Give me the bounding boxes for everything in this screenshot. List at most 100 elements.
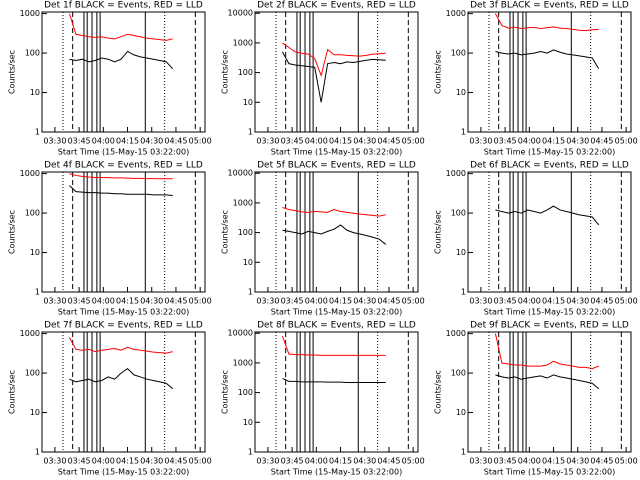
y-tick-label: 1 <box>35 448 40 457</box>
y-tick-label: 100 <box>238 68 253 77</box>
x-tick-label: 05:00 <box>189 457 212 466</box>
y-axis-label: Counts/sec <box>434 210 443 254</box>
panel: Det 2f BLACK = Events, RED = LLD Counts/s… <box>221 1 425 157</box>
panel: Det 5f BLACK = Events, RED = LLD Counts/s… <box>221 161 425 317</box>
x-tick-label: 04:30 <box>566 297 589 306</box>
x-tick-label: 04:00 <box>92 297 115 306</box>
y-tick-label: 10 <box>243 258 253 267</box>
x-tick-label: 04:15 <box>116 137 139 146</box>
y-tick-label: 100 <box>451 49 466 58</box>
x-tick-label: 03:45 <box>281 297 304 306</box>
y-axis-label: Counts/sec <box>221 210 230 254</box>
y-axis-label: Counts/sec <box>434 50 443 94</box>
y-tick-label: 1000 <box>446 9 466 18</box>
x-tick-label: 04:30 <box>566 457 589 466</box>
y-tick-label: 1 <box>35 128 40 137</box>
y-tick-label: 1 <box>248 128 253 137</box>
y-tick-label: 1 <box>461 288 466 297</box>
y-tick-label: 1 <box>461 448 466 457</box>
x-tick-label: 03:45 <box>68 137 91 146</box>
x-axis-label: Start Time (15-May-15 03:22:00) <box>58 468 189 477</box>
y-tick-label: 100 <box>451 209 466 218</box>
x-tick-label: 04:15 <box>542 137 565 146</box>
x-tick-label: 04:00 <box>518 297 541 306</box>
x-tick-label: 05:00 <box>615 457 638 466</box>
panel-title: Det 6f BLACK = Events, RED = LLD <box>470 161 629 171</box>
panel: Det 7f BLACK = Events, RED = LLD Counts/s… <box>8 321 212 477</box>
x-tick-label: 04:15 <box>329 457 352 466</box>
x-tick-label: 03:45 <box>281 457 304 466</box>
x-tick-label: 04:45 <box>377 297 400 306</box>
data-line <box>495 374 600 390</box>
x-tick-label: 03:30 <box>43 137 66 146</box>
x-tick-label: 04:45 <box>590 297 613 306</box>
x-tick-label: 03:30 <box>469 457 492 466</box>
y-tick-label: 1 <box>35 288 40 297</box>
x-tick-label: 04:15 <box>542 297 565 306</box>
x-tick-label: 04:15 <box>116 457 139 466</box>
x-tick-label: 04:30 <box>140 297 163 306</box>
data-line <box>68 13 173 41</box>
plot-frame <box>41 171 206 293</box>
y-tick-label: 1 <box>461 128 466 137</box>
x-tick-label: 03:30 <box>256 297 279 306</box>
y-tick-label: 1000 <box>233 38 253 47</box>
x-tick-label: 03:30 <box>256 137 279 146</box>
y-axis-label: Counts/sec <box>8 370 17 414</box>
x-tick-label: 05:00 <box>402 137 425 146</box>
x-tick-label: 04:15 <box>329 137 352 146</box>
x-tick-label: 04:00 <box>92 137 115 146</box>
y-axis-label: Counts/sec <box>8 210 17 254</box>
panel-title: Det 5f BLACK = Events, RED = LLD <box>257 161 416 171</box>
y-tick-label: 1 <box>248 288 253 297</box>
x-tick-label: 03:30 <box>469 297 492 306</box>
data-line <box>281 335 386 356</box>
x-tick-label: 03:30 <box>256 457 279 466</box>
y-tick-label: 10 <box>30 248 40 257</box>
plot-frame <box>467 11 632 133</box>
y-axis-label: Counts/sec <box>8 50 17 94</box>
plot-frame <box>41 11 206 133</box>
data-line <box>69 173 173 180</box>
x-tick-label: 04:30 <box>353 457 376 466</box>
x-tick-label: 03:30 <box>43 457 66 466</box>
data-line <box>282 207 386 217</box>
y-axis-label: Counts/sec <box>221 50 230 94</box>
data-line <box>495 205 600 226</box>
data-line <box>281 51 386 103</box>
x-tick-label: 04:30 <box>140 137 163 146</box>
x-axis-label: Start Time (15-May-15 03:22:00) <box>484 148 615 157</box>
y-tick-label: 100 <box>25 369 40 378</box>
x-tick-label: 04:30 <box>353 297 376 306</box>
y-tick-label: 100 <box>25 49 40 58</box>
y-tick-label: 10 <box>30 88 40 97</box>
x-tick-label: 04:30 <box>353 137 376 146</box>
panel: Det 1f BLACK = Events, RED = LLD Counts/s… <box>8 1 212 157</box>
x-tick-label: 04:45 <box>377 137 400 146</box>
x-tick-label: 04:00 <box>518 457 541 466</box>
data-line <box>282 224 387 245</box>
panel-title: Det 1f BLACK = Events, RED = LLD <box>44 1 203 11</box>
y-tick-label: 100 <box>451 369 466 378</box>
data-line <box>494 333 599 370</box>
y-tick-label: 1000 <box>20 9 40 18</box>
y-tick-label: 10 <box>30 408 40 417</box>
x-axis-label: Start Time (15-May-15 03:22:00) <box>484 308 615 317</box>
y-tick-label: 1000 <box>20 169 40 178</box>
x-tick-label: 04:00 <box>305 137 328 146</box>
panel-title: Det 4f BLACK = Events, RED = LLD <box>44 161 203 171</box>
panel-title: Det 2f BLACK = Events, RED = LLD <box>257 1 416 11</box>
data-line <box>68 337 173 354</box>
data-line <box>495 49 600 70</box>
x-tick-label: 04:30 <box>140 457 163 466</box>
x-tick-label: 04:00 <box>92 457 115 466</box>
x-tick-label: 03:30 <box>43 297 66 306</box>
x-tick-label: 03:45 <box>494 457 517 466</box>
plot-frame <box>467 331 632 453</box>
x-tick-label: 04:45 <box>164 457 187 466</box>
x-tick-label: 05:00 <box>402 297 425 306</box>
panel: Det 3f BLACK = Events, RED = LLD Counts/s… <box>434 1 638 157</box>
y-tick-label: 100 <box>238 228 253 237</box>
y-tick-label: 10 <box>243 418 253 427</box>
